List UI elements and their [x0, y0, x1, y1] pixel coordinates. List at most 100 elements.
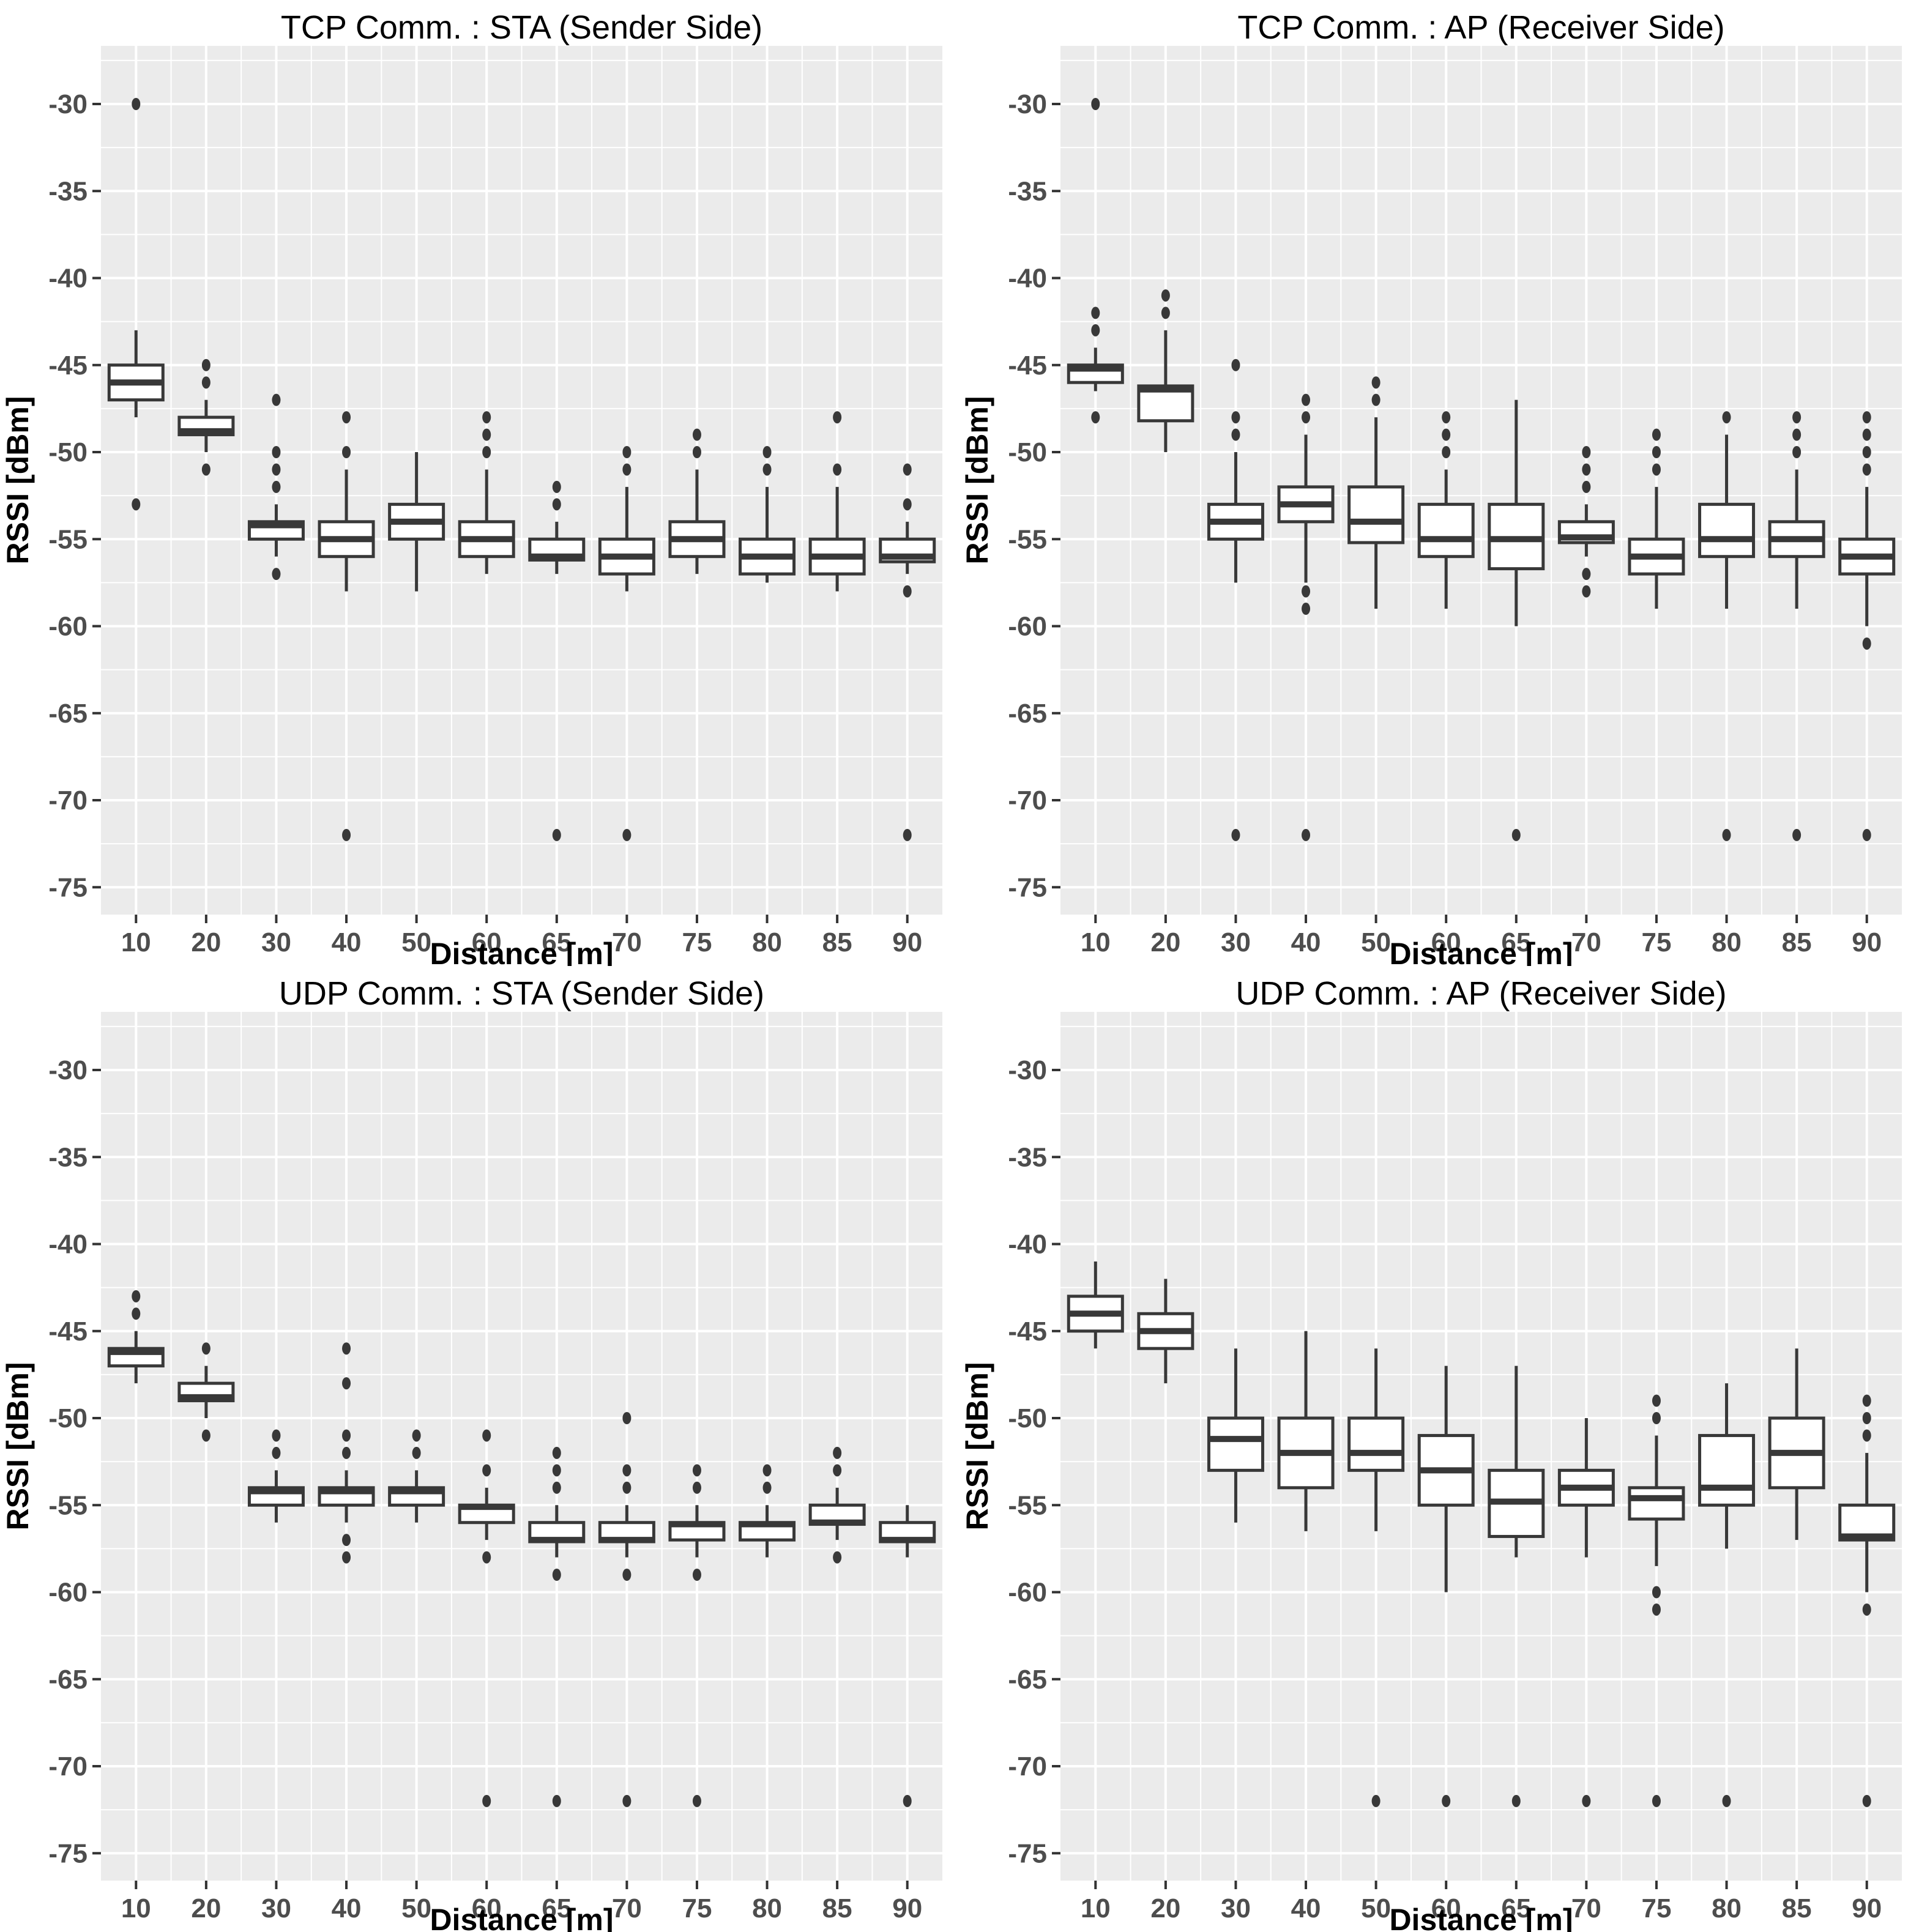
- panel-udp-ap-receiver: UDP Comm. : AP (Receiver Side) -30 -35 -40…: [960, 966, 1919, 1932]
- svg-text:-50: -50: [1008, 437, 1047, 467]
- svg-text:Distance [m]: Distance [m]: [1389, 1903, 1573, 1932]
- svg-text:10: 10: [1081, 927, 1111, 957]
- panel-tcp-sta-sender: TCP Comm. : STA (Sender Side) -30 -35 -40-…: [0, 0, 960, 966]
- svg-text:60: 60: [472, 927, 502, 957]
- svg-text:-65: -65: [1008, 699, 1047, 729]
- svg-text:75: 75: [1641, 927, 1671, 957]
- svg-text:-60: -60: [48, 612, 88, 642]
- svg-text:-65: -65: [1008, 1665, 1047, 1695]
- panel-udp-sta-sender: UDP Comm. : STA (Sender Side) -30 -35 -40 -…: [0, 966, 960, 1932]
- panel-title: TCP Comm. : AP (Receiver Side): [1237, 9, 1725, 46]
- svg-text:40: 40: [1291, 1893, 1321, 1923]
- svg-text:65: 65: [1501, 927, 1531, 957]
- svg-text:Distance [m]: Distance [m]: [1389, 937, 1573, 966]
- svg-text:-75: -75: [48, 1838, 88, 1868]
- svg-text:-50: -50: [48, 437, 88, 467]
- svg-text:60: 60: [1431, 927, 1461, 957]
- svg-text:-75: -75: [1008, 1838, 1047, 1868]
- svg-text:80: 80: [752, 1893, 782, 1923]
- plot-svg-0: -30 -35 -40 -45 -50 -55 -60 -65 -70 -75 10 20 30 40 50…: [1, 46, 942, 966]
- svg-text:-60: -60: [1008, 1578, 1047, 1608]
- svg-text:85: 85: [822, 1893, 852, 1923]
- svg-text:50: 50: [401, 1893, 431, 1923]
- svg-text:90: 90: [892, 927, 922, 957]
- svg-text:90: 90: [892, 1893, 922, 1923]
- svg-text:20: 20: [1150, 927, 1180, 957]
- svg-text:-45: -45: [1008, 351, 1047, 381]
- svg-text:RSSI [dBm]: RSSI [dBm]: [960, 1362, 994, 1531]
- svg-text:-55: -55: [48, 1490, 88, 1520]
- svg-text:85: 85: [822, 927, 852, 957]
- svg-text:-55: -55: [48, 524, 88, 554]
- plot-svg-1: -30 -35 -40 -45 -50 -55 -60 -65 -70 -75 10 20 30 40 50…: [960, 46, 1902, 966]
- svg-text:-70: -70: [1008, 786, 1047, 816]
- svg-text:-50: -50: [1008, 1403, 1047, 1433]
- svg-text:30: 30: [261, 1893, 291, 1923]
- svg-text:50: 50: [1361, 927, 1391, 957]
- svg-text:-45: -45: [48, 1317, 88, 1347]
- svg-text:10: 10: [1081, 1893, 1111, 1923]
- svg-text:-70: -70: [1008, 1752, 1047, 1782]
- svg-text:-40: -40: [48, 264, 88, 294]
- svg-text:30: 30: [261, 927, 291, 957]
- svg-text:80: 80: [1712, 1893, 1742, 1923]
- svg-text:-35: -35: [1008, 1142, 1047, 1172]
- svg-text:-45: -45: [1008, 1317, 1047, 1347]
- svg-text:70: 70: [1571, 1893, 1601, 1923]
- svg-text:65: 65: [1501, 1893, 1531, 1923]
- svg-text:-30: -30: [1008, 89, 1047, 119]
- svg-text:-55: -55: [1008, 524, 1047, 554]
- plot-svg-3: -30 -35 -40 -45 -50 -55 -60 -65 -70 -75 10 20 30 40 50…: [960, 1012, 1902, 1932]
- svg-text:90: 90: [1852, 1893, 1882, 1923]
- svg-text:65: 65: [542, 1893, 572, 1923]
- svg-text:20: 20: [191, 927, 221, 957]
- svg-text:-65: -65: [48, 1665, 88, 1695]
- svg-text:-30: -30: [48, 1055, 88, 1085]
- svg-text:75: 75: [1641, 1893, 1671, 1923]
- svg-text:-30: -30: [1008, 1055, 1047, 1085]
- svg-text:-70: -70: [48, 786, 88, 816]
- svg-text:-55: -55: [1008, 1490, 1047, 1520]
- svg-text:70: 70: [1571, 927, 1601, 957]
- svg-text:30: 30: [1221, 927, 1251, 957]
- svg-text:-30: -30: [48, 89, 88, 119]
- panel-title: UDP Comm. : STA (Sender Side): [278, 975, 765, 1012]
- svg-text:-40: -40: [48, 1230, 88, 1260]
- svg-text:80: 80: [1712, 927, 1742, 957]
- svg-text:60: 60: [1431, 1893, 1461, 1923]
- svg-text:-40: -40: [1008, 1230, 1047, 1260]
- svg-text:85: 85: [1782, 1893, 1812, 1923]
- svg-text:90: 90: [1852, 927, 1882, 957]
- svg-text:-35: -35: [1008, 176, 1047, 206]
- svg-text:65: 65: [542, 927, 572, 957]
- svg-text:80: 80: [752, 927, 782, 957]
- svg-text:30: 30: [1221, 1893, 1251, 1923]
- svg-text:-70: -70: [48, 1752, 88, 1782]
- svg-text:RSSI [dBm]: RSSI [dBm]: [1, 1362, 35, 1531]
- svg-text:40: 40: [332, 1893, 362, 1923]
- svg-text:70: 70: [612, 927, 642, 957]
- svg-text:20: 20: [1150, 1893, 1180, 1923]
- svg-text:-60: -60: [48, 1578, 88, 1608]
- svg-text:50: 50: [1361, 1893, 1391, 1923]
- svg-text:40: 40: [332, 927, 362, 957]
- svg-text:-75: -75: [1008, 872, 1047, 902]
- panel-title: UDP Comm. : AP (Receiver Side): [1235, 975, 1727, 1012]
- panel-tcp-ap-receiver: TCP Comm. : AP (Receiver Side) -30 -35 -40…: [960, 0, 1919, 966]
- svg-text:-65: -65: [48, 699, 88, 729]
- svg-text:75: 75: [682, 927, 712, 957]
- svg-text:10: 10: [121, 1893, 151, 1923]
- svg-text:85: 85: [1782, 927, 1812, 957]
- svg-text:RSSI [dBm]: RSSI [dBm]: [1, 396, 35, 565]
- svg-text:-35: -35: [48, 176, 88, 206]
- svg-text:-35: -35: [48, 1142, 88, 1172]
- svg-text:50: 50: [401, 927, 431, 957]
- svg-text:Distance [m]: Distance [m]: [430, 937, 613, 966]
- svg-text:75: 75: [682, 1893, 712, 1923]
- svg-text:-75: -75: [48, 872, 88, 902]
- svg-text:-60: -60: [1008, 612, 1047, 642]
- svg-text:Distance [m]: Distance [m]: [430, 1903, 613, 1932]
- svg-text:-40: -40: [1008, 264, 1047, 294]
- svg-text:60: 60: [472, 1893, 502, 1923]
